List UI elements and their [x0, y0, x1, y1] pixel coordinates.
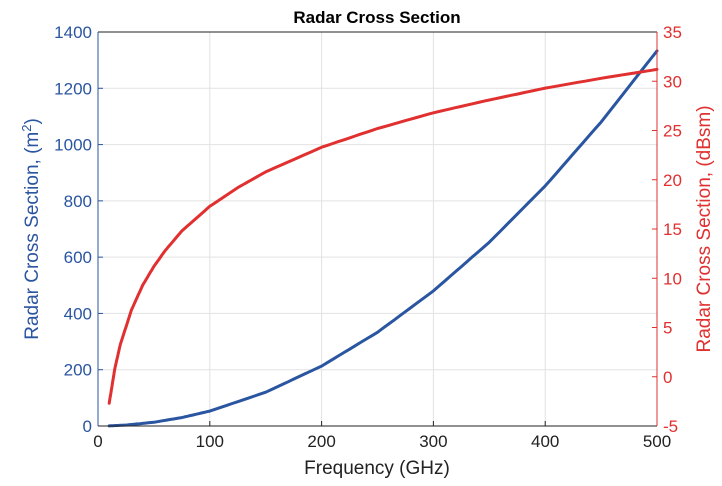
x-tick-label: 500	[643, 432, 671, 451]
y-right-tick-label: 5	[663, 319, 672, 338]
y-right-tick-label: 10	[663, 269, 682, 288]
y-axis-label-right: Radar Cross Section, (dBsm)	[694, 105, 715, 352]
x-tick-label: 0	[93, 432, 102, 451]
y-right-tick-label: 35	[663, 23, 682, 42]
series-line-dbsm	[107, 67, 659, 405]
y-left-tick-label: 0	[83, 417, 92, 436]
chart-title: Radar Cross Section	[293, 8, 460, 27]
ticks-layer: 0 100 200 300 400 500020040060080010001200140…	[54, 23, 682, 451]
y-right-tick-label: -5	[663, 417, 678, 436]
series-line-m2	[107, 49, 659, 428]
y-right-tick-label: 30	[663, 72, 682, 91]
y-left-tick-label: 1200	[54, 79, 92, 98]
y-axis-label-left-main: Radar Cross Section, (m	[22, 132, 43, 340]
y-axis-label-left: Radar Cross Section, (m2)	[19, 118, 43, 340]
y-left-tick-label: 800	[64, 192, 92, 211]
axes-layer	[97, 31, 658, 427]
y-left-tick-label: 200	[64, 361, 92, 380]
x-tick-label: 300	[419, 432, 447, 451]
series-layer	[107, 49, 659, 428]
y-right-tick-label: 25	[663, 122, 682, 141]
x-tick-label: 200	[307, 432, 335, 451]
plot-background	[98, 32, 657, 426]
x-tick-label: 100	[196, 432, 224, 451]
y-left-tick-label: 400	[64, 304, 92, 323]
y-right-tick-label: 20	[663, 171, 682, 190]
y-axis-label-left-close: )	[22, 118, 43, 124]
y-left-tick-label: 600	[64, 248, 92, 267]
x-axis-label: Frequency (GHz)	[304, 458, 450, 479]
y-left-tick-label: 1000	[54, 136, 92, 155]
y-right-tick-label: 0	[663, 368, 672, 387]
y-left-tick-label: 1400	[54, 23, 92, 42]
x-tick-label: 400	[531, 432, 559, 451]
y-right-tick-label: 15	[663, 220, 682, 239]
y-axis-label-left-sup: 2	[19, 125, 34, 132]
